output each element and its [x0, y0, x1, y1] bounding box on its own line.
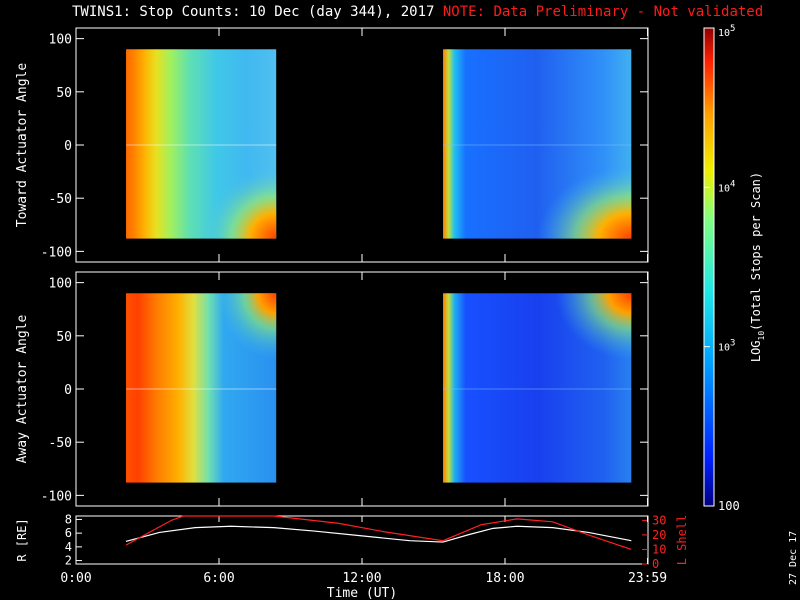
colorbar-tick-label: 105: [718, 24, 735, 39]
time-axis-label: Time (UT): [327, 586, 397, 600]
colorbar-tick-label: 103: [718, 339, 735, 354]
x-tick-label: 6:00: [203, 571, 234, 586]
colorbar-ticks: 105 104 103 100: [704, 24, 740, 513]
x-tick-label: 23:59: [628, 571, 667, 586]
colorbar-tick-label: 104: [718, 179, 735, 194]
r-line: [125, 525, 632, 543]
y-tick-label: 50: [56, 86, 72, 101]
y-tick-label: -100: [41, 489, 72, 504]
r-tick-label: 4: [65, 540, 72, 554]
toward-axis-label: Toward Actuator Angle: [15, 63, 30, 228]
toward-heatmap: [126, 49, 632, 239]
y-tick-label: -50: [49, 192, 72, 207]
y-tick-label: 100: [49, 277, 72, 292]
y-tick-label: 50: [56, 330, 72, 345]
chart-title-main: TWINS1: Stop Counts: 10 Dec (day 344), 2…: [72, 4, 435, 20]
x-tick-label: 12:00: [342, 571, 381, 586]
lshell-tick-label: 30: [652, 513, 666, 527]
time-axis: 0:00 6:00 12:00 18:00 23:59: [60, 28, 667, 586]
chart-title: TWINS1: Stop Counts: 10 Dec (day 344), 2…: [72, 4, 763, 20]
toward-hotspot-1: [201, 166, 277, 239]
orbit-panel-frame: [75, 515, 649, 565]
r-axis-label: R [RE]: [15, 518, 29, 561]
away-heatmap: [126, 293, 632, 483]
lshell-line: [125, 515, 632, 551]
colorbar: [703, 27, 715, 507]
preliminary-note: NOTE: Data Preliminary - Not validated: [442, 4, 764, 20]
away-axis-label: Away Actuator Angle: [15, 314, 30, 463]
x-tick-label: 18:00: [485, 571, 524, 586]
away-y-axis: 100 50 0 -50 -100: [41, 277, 648, 504]
colorbar-bottom-label: 100: [718, 499, 740, 513]
date-stamp: 27 Dec 17: [788, 530, 799, 585]
colorbar-label: LOG10(Total Stops per Scan): [749, 172, 766, 362]
lshell-tick-label: 0: [652, 557, 659, 571]
y-tick-label: 100: [49, 33, 72, 48]
y-tick-label: -100: [41, 245, 72, 260]
away-top-hotspot-2: [556, 293, 632, 360]
away-top-hotspot-1: [216, 293, 277, 360]
x-tick-label: 0:00: [60, 571, 91, 586]
r-tick-label: 2: [65, 554, 72, 568]
lshell-tick-label: 20: [652, 528, 666, 542]
toward-y-axis: 100 50 0 -50 -100: [41, 33, 648, 260]
y-tick-label: 0: [64, 383, 72, 398]
y-tick-label: -50: [49, 436, 72, 451]
y-tick-label: 0: [64, 139, 72, 154]
r-tick-label: 8: [65, 512, 72, 526]
lshell-axis-label: L Shell: [675, 515, 689, 566]
orbit-lines: [125, 515, 632, 551]
toward-hotspot-2: [537, 166, 632, 239]
lshell-tick-label: 10: [652, 542, 666, 556]
r-tick-label: 6: [65, 526, 72, 540]
